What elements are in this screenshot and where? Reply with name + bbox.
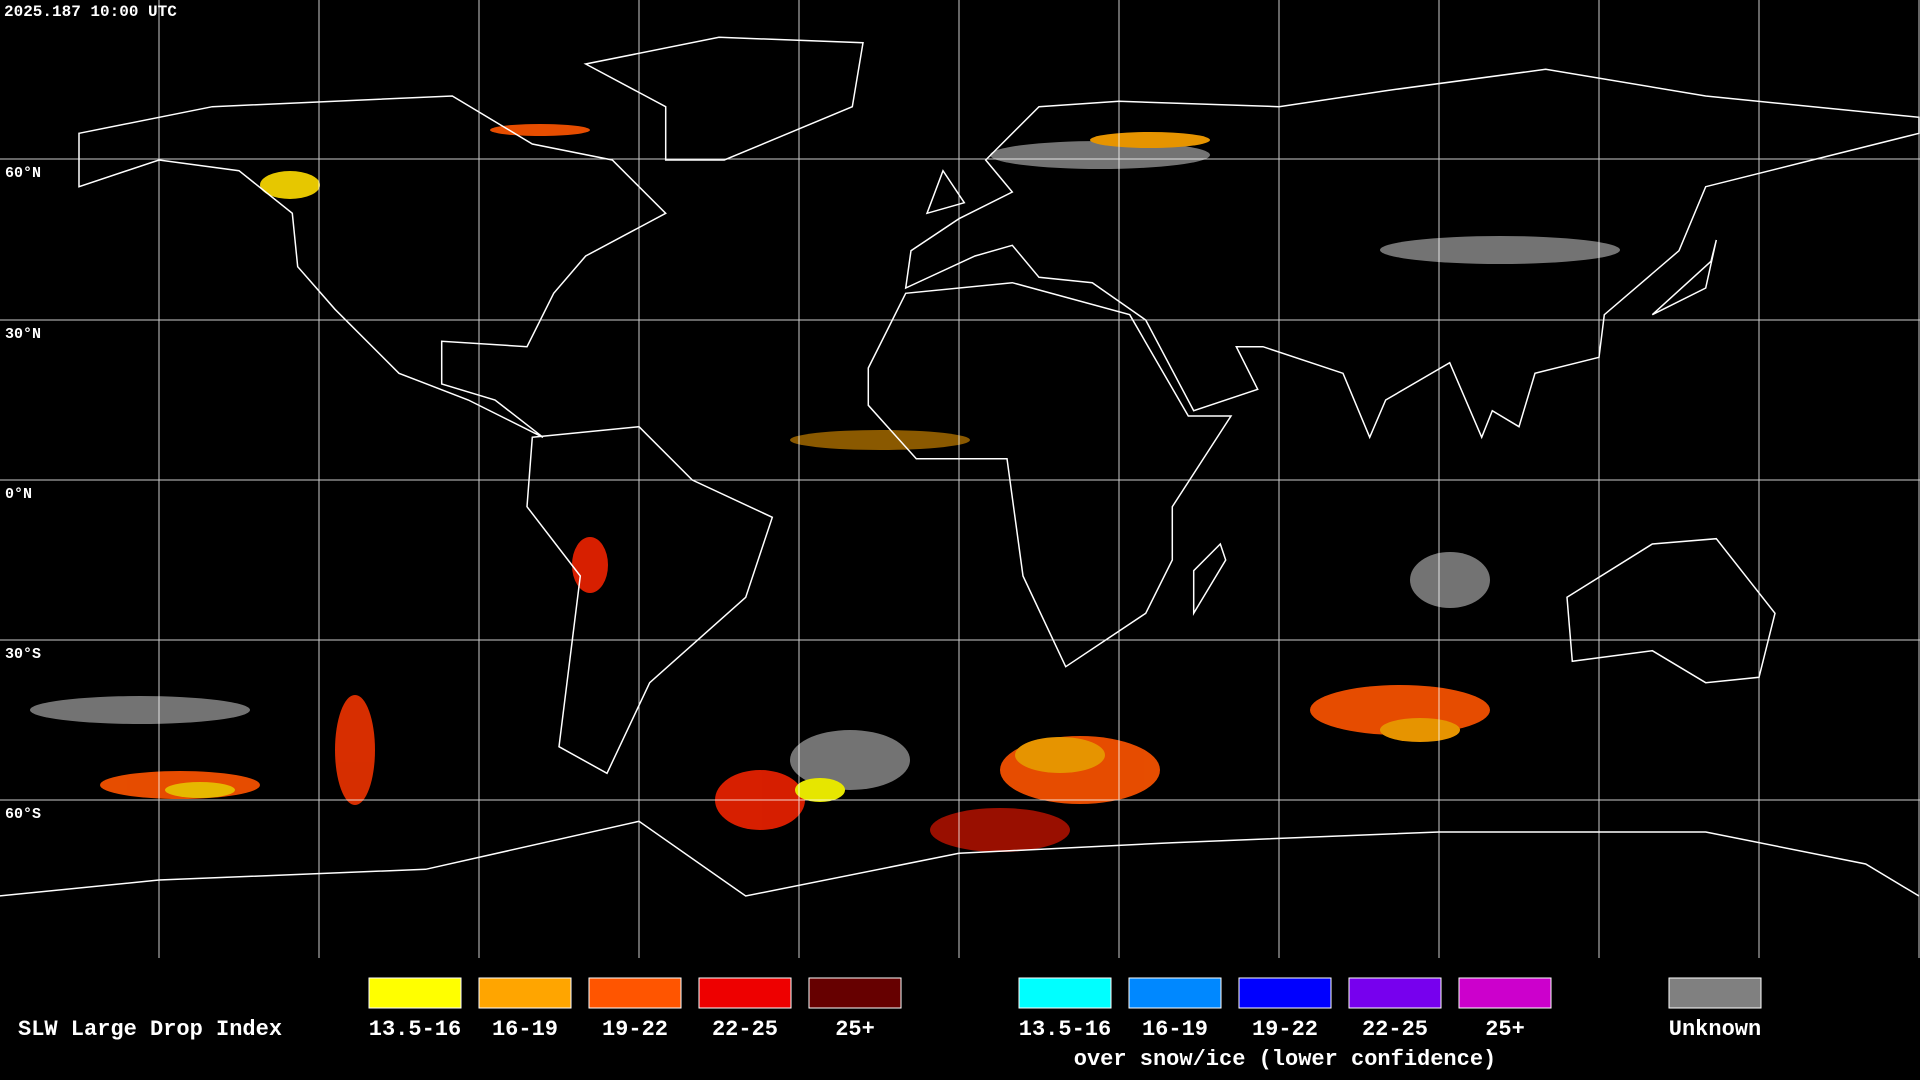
coastline xyxy=(1192,542,1227,617)
legend-swatch xyxy=(1458,977,1552,1009)
cloud-blob xyxy=(335,695,375,805)
legend-label: 22-25 xyxy=(1362,1017,1428,1042)
legend-swatch xyxy=(808,977,902,1009)
legend-label: 13.5-16 xyxy=(1019,1017,1111,1042)
cloud-blob xyxy=(1380,236,1620,264)
cloud-blob xyxy=(490,124,590,136)
cloud-blob xyxy=(790,730,910,790)
cloud-blob xyxy=(165,782,235,798)
cloud-blob xyxy=(1380,718,1460,742)
legend-title: SLW Large Drop Index xyxy=(18,1017,282,1042)
cloud-blob xyxy=(260,171,320,199)
latitude-label: 60°S xyxy=(5,806,41,823)
cloud-blob xyxy=(990,141,1210,169)
legend-swatch xyxy=(368,977,462,1009)
latitude-label: 60°N xyxy=(5,165,41,182)
legend-swatch xyxy=(1128,977,1222,1009)
latitude-label: 0°N xyxy=(5,486,32,503)
legend-label: 25+ xyxy=(835,1017,875,1042)
legend: SLW Large Drop Index 13.5-16 16-19 19-22 22-… xyxy=(18,977,1762,1072)
coastline xyxy=(526,425,774,775)
cloud-blob xyxy=(1410,552,1490,608)
coastline xyxy=(904,68,1920,440)
latitude-label: 30°S xyxy=(5,646,41,663)
coastline xyxy=(583,36,864,161)
cloud-blob xyxy=(572,537,608,593)
cloud-blob xyxy=(795,778,845,802)
legend-label: Unknown xyxy=(1669,1017,1761,1042)
cloud-field xyxy=(30,124,1620,852)
graticule xyxy=(0,0,1920,958)
legend-label: 16-19 xyxy=(492,1017,558,1042)
cloud-blob xyxy=(1090,132,1210,148)
legend-label: 19-22 xyxy=(1252,1017,1318,1042)
legend-swatch xyxy=(1018,977,1112,1009)
legend-label: 25+ xyxy=(1485,1017,1525,1042)
coastline xyxy=(867,281,1233,668)
legend-swatch xyxy=(478,977,572,1009)
cloud-blob xyxy=(30,696,250,724)
coastline xyxy=(925,169,966,215)
legend-swatch xyxy=(1668,977,1762,1009)
labels: 60°N 30°N 0°N 30°S 60°S xyxy=(5,165,41,823)
legend-label: 19-22 xyxy=(602,1017,668,1042)
cloud-blob xyxy=(930,808,1070,852)
legend-swatch xyxy=(1238,977,1332,1009)
legend-swatch xyxy=(698,977,792,1009)
legend-label: 22-25 xyxy=(712,1017,778,1042)
legend-note: over snow/ice (lower confidence) xyxy=(1074,1047,1496,1072)
legend-swatch xyxy=(1348,977,1442,1009)
timestamp: 2025.187 10:00 UTC xyxy=(4,3,177,21)
cloud-blob xyxy=(790,430,970,450)
cloud-blob xyxy=(1015,737,1105,773)
coastline xyxy=(1651,239,1718,316)
latitude-label: 30°N xyxy=(5,326,41,343)
legend-label: 16-19 xyxy=(1142,1017,1208,1042)
legend-label: 13.5-16 xyxy=(369,1017,461,1042)
coastline xyxy=(78,95,667,438)
legend-swatch xyxy=(588,977,682,1009)
